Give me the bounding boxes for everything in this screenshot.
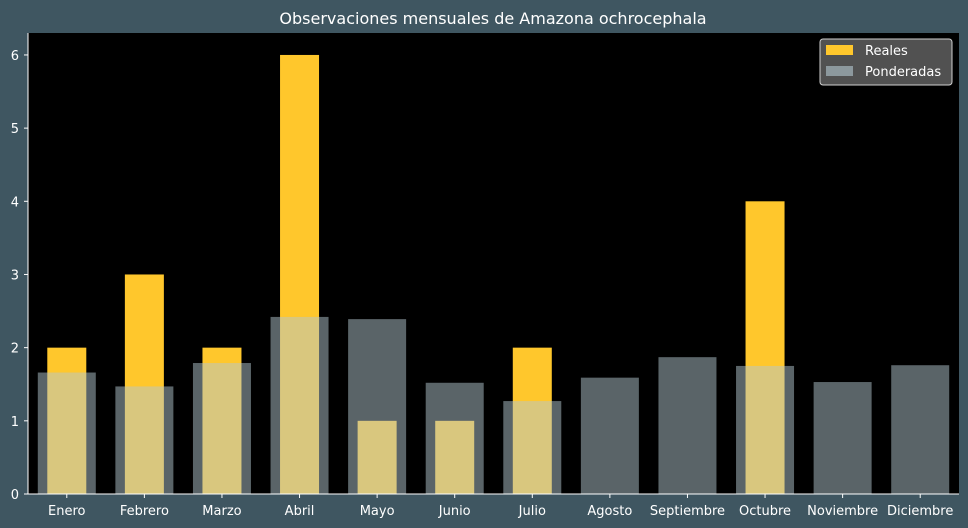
y-tick-label: 4 <box>11 195 19 210</box>
legend: Reales Ponderadas <box>819 38 953 86</box>
legend-label-reales: Reales <box>865 44 908 59</box>
x-tick-label: Junio <box>438 504 471 519</box>
x-tick-label: Enero <box>48 504 86 519</box>
x-tick-label: Noviembre <box>807 504 878 519</box>
bar-ponderadas-febrero <box>115 386 174 494</box>
series-ponderadas <box>37 316 950 494</box>
bar-ponderadas-junio <box>425 382 484 494</box>
y-tick-label: 6 <box>11 49 19 64</box>
x-axis-ticks: Enero Febrero Marzo Abril Mayo Junio Julio Agos… <box>48 494 953 519</box>
x-tick-label: Octubre <box>739 504 791 519</box>
bar-ponderadas-abril <box>270 316 329 494</box>
bar-ponderadas-agosto <box>580 377 639 494</box>
x-tick-label: Julio <box>518 504 546 519</box>
y-tick-label: 2 <box>11 342 19 357</box>
bar-ponderadas-diciembre <box>891 365 950 494</box>
bar-ponderadas-marzo <box>192 363 251 494</box>
chart-title: Observaciones mensuales de Amazona ochro… <box>279 9 706 28</box>
x-tick-label: Diciembre <box>887 504 953 519</box>
bar-ponderadas-noviembre <box>813 382 872 494</box>
x-tick-label: Marzo <box>202 504 241 519</box>
y-tick-label: 1 <box>11 415 19 430</box>
bar-ponderadas-septiembre <box>658 357 717 494</box>
plot-area <box>28 33 959 494</box>
x-tick-label: Agosto <box>587 504 632 519</box>
y-tick-label: 5 <box>11 122 19 137</box>
bar-ponderadas-julio <box>503 401 562 494</box>
legend-swatch-reales <box>826 45 853 55</box>
y-tick-label: 3 <box>11 268 19 283</box>
bar-ponderadas-enero <box>37 372 96 494</box>
bar-ponderadas-octubre <box>736 365 795 494</box>
y-tick-label: 0 <box>11 488 19 503</box>
bar-ponderadas-mayo <box>348 319 407 494</box>
x-tick-label: Febrero <box>120 504 169 519</box>
y-axis-ticks: 0 1 2 3 4 5 6 <box>11 49 28 503</box>
x-tick-label: Abril <box>285 504 315 519</box>
legend-swatch-ponderadas <box>826 66 853 76</box>
axes <box>27 33 959 495</box>
legend-label-ponderadas: Ponderadas <box>865 65 941 80</box>
x-tick-label: Mayo <box>360 504 395 519</box>
x-tick-label: Septiembre <box>650 504 725 519</box>
